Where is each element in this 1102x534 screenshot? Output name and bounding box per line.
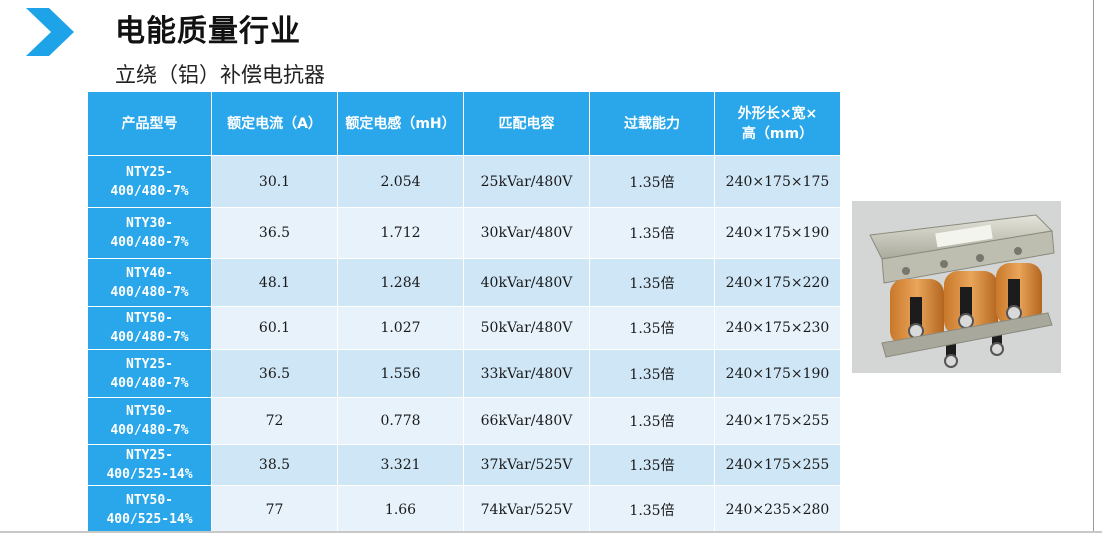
capacitor-cell: 40kVar/480V bbox=[463, 258, 590, 307]
size-cell: 240×175×175 bbox=[714, 155, 841, 208]
table-row: NTY50- 400/480-7% 72 0.778 66kVar/480V 1.… bbox=[87, 397, 841, 445]
overload-cell: 1.35倍 bbox=[589, 349, 715, 398]
column-header: 匹配电容 bbox=[463, 91, 590, 156]
column-header: 产品型号 bbox=[87, 91, 212, 156]
page-subtitle: 立绕（铝）补偿电抗器 bbox=[115, 63, 325, 87]
table-row: NTY50- 400/525-14% 77 1.66 74kVar/525V 1.… bbox=[87, 485, 841, 534]
inductance-cell: 1.027 bbox=[337, 306, 464, 350]
model-cell: NTY40- 400/480-7% bbox=[87, 258, 212, 307]
size-cell: 240×175×190 bbox=[714, 207, 841, 259]
capacitor-cell: 37kVar/525V bbox=[463, 444, 590, 486]
table-row: NTY30- 400/480-7% 36.5 1.712 30kVar/480V … bbox=[87, 207, 841, 259]
inductance-cell: 1.556 bbox=[337, 349, 464, 398]
current-cell: 38.5 bbox=[211, 444, 338, 486]
spec-table-container: 产品型号 额定电流（A） 额定电感（mH） 匹配电容 过载能力 外形长×宽×高（… bbox=[87, 91, 841, 534]
table-row: NTY25- 400/525-14% 38.5 3.321 37kVar/525V… bbox=[87, 444, 841, 486]
current-cell: 48.1 bbox=[211, 258, 338, 307]
capacitor-cell: 25kVar/480V bbox=[463, 155, 590, 208]
right-edge-line bbox=[1093, 0, 1094, 533]
overload-cell: 1.35倍 bbox=[589, 207, 715, 259]
table-row: NTY25- 400/480-7% 36.5 1.556 33kVar/480V … bbox=[87, 349, 841, 398]
size-cell: 240×175×190 bbox=[714, 349, 841, 398]
capacitor-cell: 33kVar/480V bbox=[463, 349, 590, 398]
overload-cell: 1.35倍 bbox=[589, 397, 715, 445]
current-cell: 30.1 bbox=[211, 155, 338, 208]
current-cell: 36.5 bbox=[211, 207, 338, 259]
model-cell: NTY30- 400/480-7% bbox=[87, 207, 212, 259]
chevron-right-icon bbox=[26, 8, 74, 56]
model-cell: NTY50- 400/525-14% bbox=[87, 485, 212, 534]
capacitor-cell: 66kVar/480V bbox=[463, 397, 590, 445]
table-row: NTY50- 400/480-7% 60.1 1.027 50kVar/480V … bbox=[87, 306, 841, 350]
model-cell: NTY25- 400/480-7% bbox=[87, 349, 212, 398]
inductance-cell: 1.284 bbox=[337, 258, 464, 307]
overload-cell: 1.35倍 bbox=[589, 258, 715, 307]
inductance-cell: 1.712 bbox=[337, 207, 464, 259]
size-cell: 240×175×255 bbox=[714, 444, 841, 486]
model-cell: NTY50- 400/480-7% bbox=[87, 397, 212, 445]
current-cell: 36.5 bbox=[211, 349, 338, 398]
overload-cell: 1.35倍 bbox=[589, 485, 715, 534]
current-cell: 72 bbox=[211, 397, 338, 445]
model-cell: NTY50- 400/480-7% bbox=[87, 306, 212, 350]
spec-table: 产品型号 额定电流（A） 额定电感（mH） 匹配电容 过载能力 外形长×宽×高（… bbox=[87, 91, 841, 534]
capacitor-cell: 50kVar/480V bbox=[463, 306, 590, 350]
column-header: 额定电感（mH） bbox=[337, 91, 464, 156]
size-cell: 240×175×230 bbox=[714, 306, 841, 350]
inductance-cell: 3.321 bbox=[337, 444, 464, 486]
size-cell: 240×175×220 bbox=[714, 258, 841, 307]
inductance-cell: 2.054 bbox=[337, 155, 464, 208]
table-header-row: 产品型号 额定电流（A） 额定电感（mH） 匹配电容 过载能力 外形长×宽×高（… bbox=[87, 91, 841, 156]
size-cell: 240×235×280 bbox=[714, 485, 841, 534]
column-header: 额定电流（A） bbox=[211, 91, 338, 156]
model-cell: NTY25- 400/480-7% bbox=[87, 155, 212, 208]
size-cell: 240×175×255 bbox=[714, 397, 841, 445]
current-cell: 60.1 bbox=[211, 306, 338, 350]
column-header: 过载能力 bbox=[589, 91, 715, 156]
overload-cell: 1.35倍 bbox=[589, 306, 715, 350]
current-cell: 77 bbox=[211, 485, 338, 534]
model-cell: NTY25- 400/525-14% bbox=[87, 444, 212, 486]
overload-cell: 1.35倍 bbox=[589, 155, 715, 208]
inductance-cell: 0.778 bbox=[337, 397, 464, 445]
product-photo bbox=[852, 201, 1061, 373]
capacitor-cell: 30kVar/480V bbox=[463, 207, 590, 259]
overload-cell: 1.35倍 bbox=[589, 444, 715, 486]
page-title: 电能质量行业 bbox=[115, 14, 301, 49]
capacitor-cell: 74kVar/525V bbox=[463, 485, 590, 534]
inductance-cell: 1.66 bbox=[337, 485, 464, 534]
bottom-edge-line bbox=[0, 531, 1102, 533]
table-row: NTY40- 400/480-7% 48.1 1.284 40kVar/480V … bbox=[87, 258, 841, 307]
column-header: 外形长×宽×高（mm） bbox=[714, 91, 841, 156]
table-row: NTY25- 400/480-7% 30.1 2.054 25kVar/480V … bbox=[87, 155, 841, 208]
